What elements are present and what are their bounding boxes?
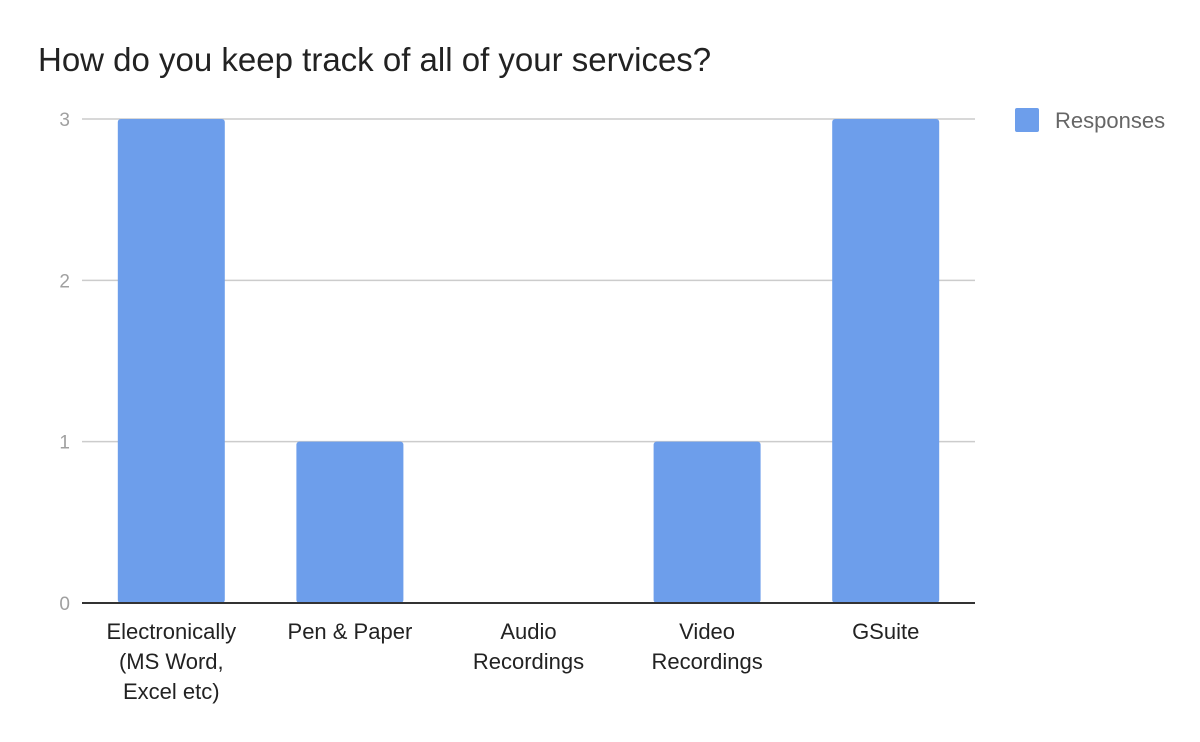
x-tick-label: Audio Recordings: [473, 619, 584, 674]
x-tick-label-line: Recordings: [473, 649, 584, 674]
bar: [653, 441, 761, 603]
y-tick-label: 2: [59, 271, 70, 292]
legend: Responses: [1015, 108, 1165, 133]
x-tick-label: Video Recordings: [651, 619, 762, 674]
x-tick-label: Electronically (MS Word, Excel etc): [106, 619, 236, 704]
x-tick-label-line: Video: [679, 619, 735, 644]
grid-lines: [82, 118, 975, 443]
bar: [832, 119, 940, 603]
y-tick-label: 3: [59, 110, 70, 131]
y-tick-label: 0: [59, 594, 70, 615]
legend-swatch: [1015, 108, 1039, 132]
bars: [117, 119, 940, 603]
legend-label: Responses: [1055, 108, 1165, 133]
bar: [117, 119, 225, 603]
y-tick-label: 1: [59, 433, 70, 454]
x-axis-ticks: Electronically (MS Word, Excel etc) Pen & P…: [106, 619, 919, 704]
x-tick-label-line: Recordings: [651, 649, 762, 674]
bar: [296, 441, 404, 603]
chart-title: How do you keep track of all of your ser…: [38, 41, 711, 78]
x-tick-label-line: GSuite: [852, 619, 919, 644]
x-tick-label-line: Excel etc): [123, 679, 220, 704]
x-tick-label: Pen & Paper: [288, 619, 413, 644]
x-tick-label-line: Audio: [500, 619, 556, 644]
x-tick-label-line: Pen & Paper: [288, 619, 413, 644]
x-tick-label-line: Electronically: [106, 619, 236, 644]
y-axis-ticks: 0 1 2 3: [59, 110, 70, 615]
x-tick-label-line: (MS Word,: [119, 649, 224, 674]
x-tick-label: GSuite: [852, 619, 919, 644]
